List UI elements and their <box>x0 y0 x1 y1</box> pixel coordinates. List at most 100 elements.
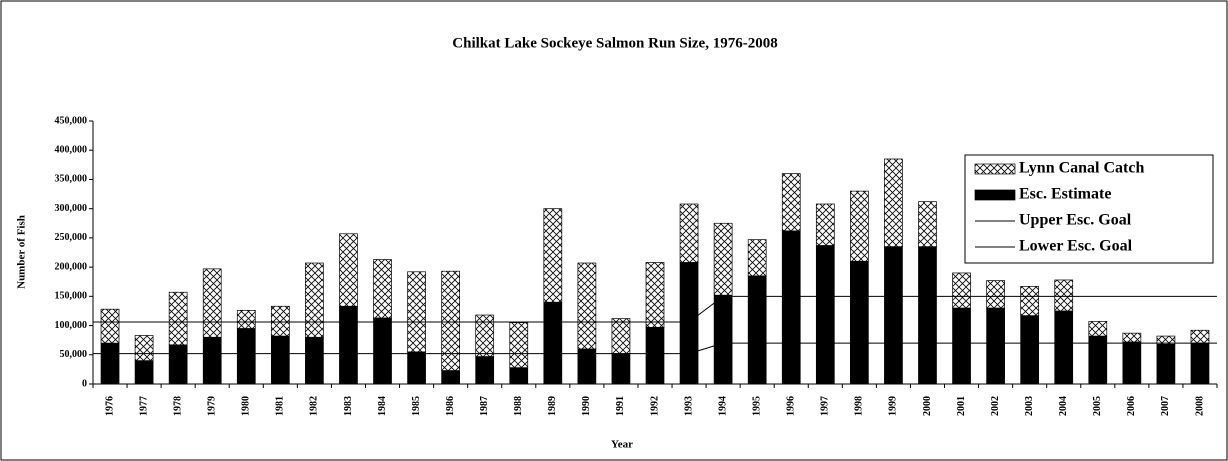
x-tick-label: 1993 <box>683 396 694 416</box>
bar-segment <box>168 344 188 385</box>
x-tick-label: 1995 <box>751 396 762 416</box>
bar-segment <box>1156 343 1176 385</box>
bar-segment <box>270 305 290 337</box>
bar-segment <box>543 208 563 303</box>
bar-segment <box>134 360 154 385</box>
x-tick-label: 1981 <box>275 396 286 416</box>
bar-segment <box>509 367 529 385</box>
x-tick-label: 2000 <box>922 396 933 416</box>
y-tick-label: 200,000 <box>55 261 88 272</box>
x-tick-label: 1980 <box>241 396 252 416</box>
x-tick-label: 2008 <box>1194 396 1205 416</box>
bar-segment <box>441 370 460 385</box>
x-tick-label: 1978 <box>172 396 183 416</box>
y-tick-label: 450,000 <box>55 115 88 126</box>
x-tick-label: 2004 <box>1058 396 1069 416</box>
x-tick-label: 1990 <box>581 396 592 416</box>
bar-segment <box>577 262 597 350</box>
x-tick-label: 1998 <box>854 396 865 416</box>
bar-segment <box>1156 335 1176 345</box>
x-tick-label: 1999 <box>888 396 899 416</box>
bar-segment <box>236 310 256 329</box>
bar-segment <box>645 326 665 385</box>
bar-segment <box>270 335 290 385</box>
bar-segment <box>884 246 903 385</box>
bar-segment <box>645 262 665 328</box>
x-tick-label: 1992 <box>649 396 660 416</box>
y-tick-label: 0 <box>82 378 87 389</box>
x-tick-label: 1991 <box>615 396 626 416</box>
x-tick-label: 2001 <box>956 396 967 416</box>
bar-segment <box>781 230 801 385</box>
bar-segment <box>952 272 971 309</box>
x-tick-label: 1997 <box>820 396 831 416</box>
legend-label: Lower Esc. Goal <box>1019 238 1133 255</box>
x-tick-label: 1985 <box>411 396 422 416</box>
bar-segment <box>168 291 188 346</box>
x-tick-label: 2005 <box>1092 396 1103 416</box>
y-tick-label: 150,000 <box>55 291 88 302</box>
y-tick-label: 50,000 <box>60 349 88 360</box>
bar-segment <box>850 190 869 262</box>
bar-segment <box>134 335 154 361</box>
bar-segment <box>305 262 324 338</box>
bar-segment <box>918 246 937 385</box>
y-tick-label: 350,000 <box>55 174 88 185</box>
bar-segment <box>1190 342 1210 385</box>
x-tick-label: 2002 <box>990 396 1001 416</box>
x-tick-label: 1984 <box>377 396 388 416</box>
bar-segment <box>373 317 392 385</box>
goal-line <box>93 295 1217 323</box>
bar-segment <box>475 314 495 357</box>
x-tick-label: 1983 <box>343 396 354 416</box>
x-tick-label: 1986 <box>445 396 456 416</box>
bar-segment <box>1122 341 1142 385</box>
bar-segment <box>339 305 358 385</box>
x-tick-label: 1989 <box>547 396 558 416</box>
bar-segment <box>815 203 835 246</box>
x-tick-label: 1977 <box>138 396 149 416</box>
x-axis-label: Year <box>611 439 633 451</box>
bar-segment <box>236 328 256 385</box>
x-tick-label: 2006 <box>1126 396 1137 416</box>
y-tick-label: 400,000 <box>55 145 88 156</box>
bar-segment <box>611 353 631 385</box>
x-tick-label: 1988 <box>513 396 524 416</box>
bar-segment <box>918 201 937 248</box>
x-tick-label: 1982 <box>309 396 320 416</box>
bar-segment <box>339 233 358 307</box>
bar-segment <box>815 245 835 385</box>
bar-segment <box>611 318 631 354</box>
bar-segment <box>1054 279 1074 312</box>
bar-segment <box>1054 310 1074 385</box>
bar-segment <box>577 348 597 385</box>
x-tick-label: 1976 <box>104 396 115 416</box>
x-tick-label: 1979 <box>207 396 218 416</box>
x-tick-label: 1994 <box>717 396 728 416</box>
bar-segment <box>952 307 971 385</box>
bar-segment <box>679 262 699 385</box>
bar-segment <box>781 173 801 232</box>
bar-segment <box>850 260 869 385</box>
bar-segment <box>1020 286 1040 316</box>
bar-segment <box>407 271 426 353</box>
bar-segment <box>713 294 733 385</box>
bar-segment <box>407 351 426 385</box>
bar-segment <box>986 280 1005 309</box>
y-tick-label: 100,000 <box>55 320 88 331</box>
bar-segment <box>202 336 222 385</box>
legend-label: Upper Esc. Goal <box>1019 212 1132 229</box>
chart-title: Chilkat Lake Sockeye Salmon Run Size, 19… <box>452 35 777 51</box>
y-tick-label: 250,000 <box>55 232 88 243</box>
bar-segment <box>679 203 699 263</box>
legend-label: Lynn Canal Catch <box>1019 160 1144 177</box>
bar-segment <box>373 259 392 319</box>
x-tick-label: 2007 <box>1160 396 1171 416</box>
bar-segment <box>884 158 903 248</box>
bar-segment <box>202 268 222 338</box>
y-axis-label: Number of Fish <box>16 215 28 289</box>
bar-segment <box>543 301 563 385</box>
bar-segment <box>100 308 120 344</box>
bar-segment <box>986 307 1005 385</box>
bar-segment <box>713 222 733 296</box>
